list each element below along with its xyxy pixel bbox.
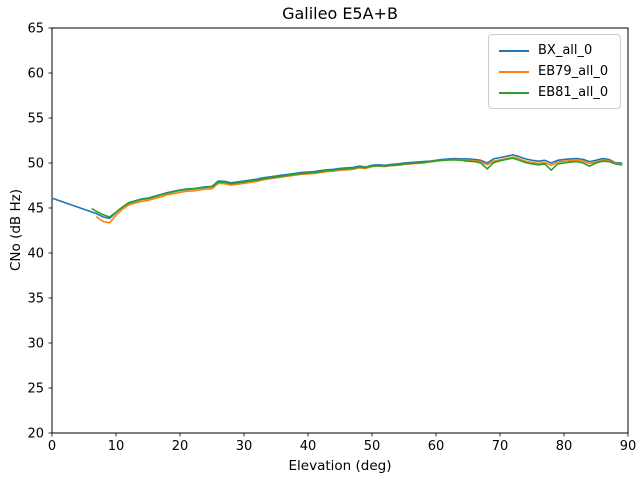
chart-title: Galileo E5A+B — [282, 4, 398, 23]
axes-spines — [51, 27, 629, 434]
legend-line-sample — [499, 91, 529, 94]
x-tick-label: 40 — [300, 439, 317, 454]
x-tick-label: 0 — [48, 439, 56, 454]
x-tick-label: 10 — [108, 439, 125, 454]
legend-label: BX_all_0 — [538, 43, 593, 58]
series-line-EB81_all_0 — [91, 157, 623, 218]
y-tick-label: 50 — [27, 157, 44, 172]
y-tick-label: 65 — [27, 22, 44, 37]
y-tick-label: 45 — [27, 202, 44, 217]
y-tick-label: 35 — [27, 292, 44, 307]
legend-line-sample — [499, 49, 529, 52]
y-tick-label: 30 — [27, 337, 44, 352]
y-tick-label: 60 — [27, 67, 44, 82]
legend-line-sample — [499, 70, 529, 73]
legend-item-EB81_all_0: EB81_all_0 — [499, 82, 614, 103]
y-tick-label: 25 — [27, 382, 44, 397]
x-tick-label: 90 — [620, 439, 637, 454]
y-tick-label: 40 — [27, 247, 44, 262]
legend-item-BX_all_0: BX_all_0 — [499, 40, 614, 61]
x-axis-label: Elevation (deg) — [288, 458, 392, 474]
x-tick-label: 80 — [556, 439, 573, 454]
legend: BX_all_0 EB79_all_0 EB81_all_0 — [488, 34, 621, 109]
y-tick-label: 55 — [27, 112, 44, 127]
legend-label: EB79_all_0 — [538, 64, 609, 79]
x-tick-label: 30 — [236, 439, 253, 454]
y-tick-label: 20 — [27, 427, 44, 442]
y-axis-label: CNo (dB Hz) — [8, 189, 24, 271]
x-tick-label: 60 — [428, 439, 445, 454]
x-tick-label: 70 — [492, 439, 509, 454]
x-tick-label: 20 — [172, 439, 189, 454]
x-tick-label: 50 — [364, 439, 381, 454]
legend-item-EB79_all_0: EB79_all_0 — [499, 61, 614, 82]
legend-label: EB81_all_0 — [538, 85, 609, 100]
